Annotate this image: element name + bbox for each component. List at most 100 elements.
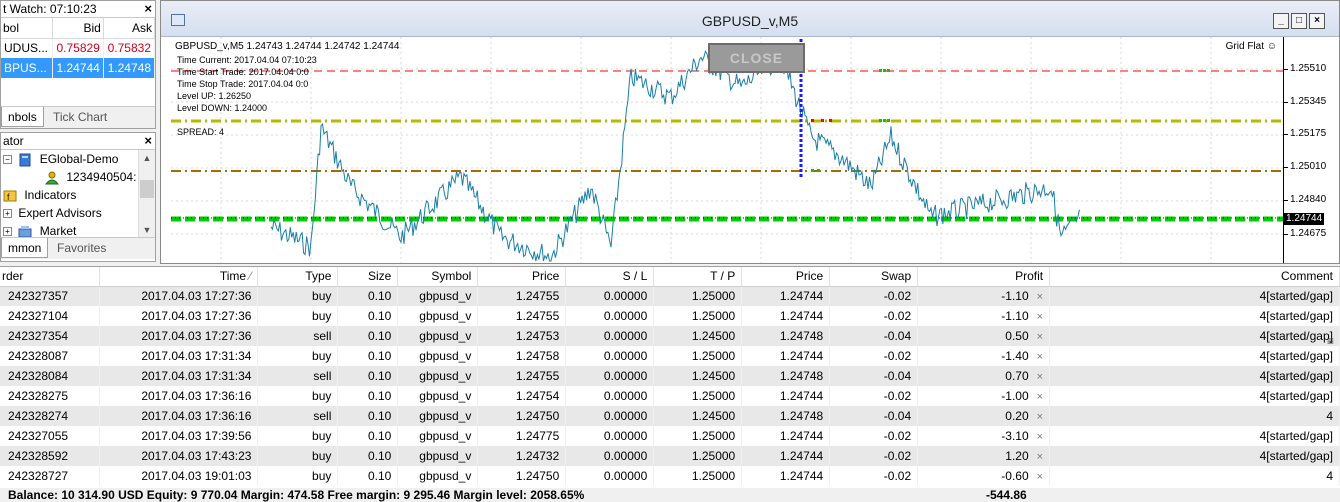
chart-titlebar[interactable]: GBPUSD_v,M5 _ □ ×: [161, 1, 1339, 37]
market-watch-tabs: nbols Tick Chart: [1, 106, 155, 128]
menu-icon[interactable]: ≡: [1326, 334, 1334, 348]
trade-arrow: [887, 119, 890, 122]
column-header-time[interactable]: Time ⁄: [99, 267, 259, 287]
tree-item-market[interactable]: + Market: [3, 222, 76, 240]
swap-cell: -0.02: [829, 426, 919, 446]
price-cell: 1.24775: [477, 426, 567, 446]
tree-item-expert-advisors[interactable]: + Expert Advisors: [3, 204, 102, 222]
expand-icon[interactable]: +: [3, 227, 12, 237]
column-header-current-price[interactable]: Price: [741, 267, 831, 287]
tree-item-server[interactable]: − EGlobal-Demo: [3, 150, 118, 168]
profit-value: -1.10: [1001, 309, 1029, 323]
market-watch-row[interactable]: UDUS... 0.75829 0.75832: [1, 38, 156, 58]
navigator-scrollbar[interactable]: ▲ ▼: [138, 150, 155, 238]
column-header-size[interactable]: Size: [337, 267, 399, 287]
table-row[interactable]: 242328592 2017.04.03 17:43:23 buy 0.10 gbpus…: [0, 446, 1340, 466]
close-icon[interactable]: ×: [144, 1, 152, 16]
price-cell: 1.24753: [477, 326, 567, 346]
chart-window: GBPUSD_v,M5 _ □ × GBPUSD_v,M5 1.24743 1.…: [160, 0, 1340, 264]
current-price-cell: 1.24744: [741, 386, 831, 406]
collapse-icon[interactable]: −: [3, 155, 12, 165]
ask-cell: 1.24748: [103, 58, 156, 78]
scroll-up-icon[interactable]: ▲: [142, 153, 152, 163]
price-label: 1.25175: [1290, 128, 1327, 139]
current-price-cell: 1.24744: [741, 286, 831, 306]
type-cell: buy: [257, 426, 339, 446]
order-cell: 242328274: [0, 406, 101, 426]
table-row[interactable]: 242327357 2017.04.03 17:27:36 buy 0.10 gbpus…: [0, 286, 1340, 306]
size-cell: 0.10: [337, 366, 399, 386]
price-chart-canvas[interactable]: [171, 37, 1283, 263]
close-order-icon[interactable]: ×: [1036, 411, 1044, 423]
tab-common[interactable]: mmon: [1, 238, 49, 258]
order-cell: 242327354: [0, 326, 101, 346]
expand-icon[interactable]: +: [3, 209, 12, 219]
trade-arrow: [817, 169, 820, 172]
trade-arrow: [879, 69, 882, 72]
grid-flat-text: Grid Flat: [1225, 41, 1264, 52]
close-order-icon[interactable]: ×: [1036, 451, 1044, 463]
column-header-tp[interactable]: T / P: [653, 267, 743, 287]
maximize-icon[interactable]: □: [1291, 13, 1307, 29]
type-cell: buy: [257, 306, 339, 326]
close-icon[interactable]: ×: [1309, 13, 1325, 29]
scroll-thumb[interactable]: [140, 180, 154, 198]
close-order-icon[interactable]: ×: [1036, 351, 1044, 363]
tree-item-account[interactable]: 1234940504: a: [45, 168, 146, 186]
column-header-symbol[interactable]: Symbol: [397, 267, 479, 287]
close-order-icon[interactable]: ×: [1036, 431, 1044, 443]
column-header-comment[interactable]: Comment: [1049, 267, 1340, 287]
price-cell: 1.24750: [477, 406, 567, 426]
order-cell: 242328727: [0, 466, 101, 486]
tab-favorites[interactable]: Favorites: [57, 241, 107, 255]
tab-tick-chart[interactable]: Tick Chart: [53, 110, 108, 124]
profit-value: -1.10: [1001, 289, 1029, 304]
current-price-cell: 1.24748: [741, 366, 831, 386]
table-row[interactable]: 242328274 2017.04.03 17:36:16 sell 0.10 gbpu…: [0, 406, 1340, 426]
trade-arrow: [883, 69, 886, 72]
column-header-swap[interactable]: Swap: [829, 267, 919, 287]
close-order-icon[interactable]: ×: [1036, 291, 1044, 304]
column-header-sl[interactable]: S / L: [565, 267, 655, 287]
tab-symbols[interactable]: nbols: [1, 107, 44, 127]
sl-cell: 0.00000: [565, 446, 655, 466]
column-header-order[interactable]: rder: [0, 267, 101, 287]
column-header-symbol[interactable]: bol: [1, 18, 53, 39]
close-order-icon[interactable]: ×: [1036, 311, 1044, 323]
close-order-icon[interactable]: ×: [1036, 471, 1044, 483]
profit-cell: -1.00 ×: [917, 386, 1051, 406]
price-cell: 1.24750: [477, 466, 567, 486]
column-header-bid[interactable]: Bid: [52, 18, 104, 39]
close-order-icon[interactable]: ×: [1036, 391, 1044, 403]
close-all-button[interactable]: CLOSE: [708, 43, 805, 73]
close-order-icon[interactable]: ×: [1036, 371, 1044, 383]
sl-cell: 0.00000: [565, 386, 655, 406]
market-watch-row-selected[interactable]: BPUS... 1.24744 1.24748: [1, 58, 156, 78]
info-level-down: Level DOWN: 1.24000: [177, 103, 268, 113]
scroll-down-icon[interactable]: ▼: [142, 225, 152, 235]
table-row[interactable]: 242328275 2017.04.03 17:36:16 buy 0.10 gbpus…: [0, 386, 1340, 406]
profit-cell: 1.20 ×: [917, 446, 1051, 466]
column-header-type[interactable]: Type: [257, 267, 339, 287]
size-cell: 0.10: [337, 446, 399, 466]
minimize-icon[interactable]: _: [1273, 13, 1289, 29]
table-row[interactable]: 242327354 2017.04.03 17:27:36 sell 0.10 gbpu…: [0, 326, 1340, 346]
table-row[interactable]: 242328087 2017.04.03 17:31:34 buy 0.10 gbpus…: [0, 346, 1340, 366]
tp-cell: 1.25000: [653, 386, 743, 406]
table-row[interactable]: 242328084 2017.04.03 17:31:34 sell 0.10 gbpu…: [0, 366, 1340, 386]
time-cell: 2017.04.03 17:27:36: [99, 326, 259, 346]
symbol-cell: UDUS...: [1, 38, 53, 58]
table-row[interactable]: 242328727 2017.04.03 19:01:03 buy 0.10 gbpus…: [0, 466, 1340, 486]
table-row[interactable]: 242327104 2017.04.03 17:27:36 buy 0.10 gbpus…: [0, 306, 1340, 326]
column-header-ask[interactable]: Ask: [103, 18, 156, 39]
table-row[interactable]: 242327055 2017.04.03 17:39:56 buy 0.10 gbpus…: [0, 426, 1340, 446]
tree-item-label: Indicators: [24, 188, 77, 202]
price-chart[interactable]: GBPUSD_v,M5 1.24743 1.24744 1.24742 1.24…: [171, 37, 1283, 263]
price-axis[interactable]: 1.25510 1.25345 1.25175 1.25010 1.24840 …: [1283, 37, 1339, 263]
type-cell: buy: [257, 386, 339, 406]
column-header-price[interactable]: Price: [477, 267, 567, 287]
close-icon[interactable]: ×: [144, 133, 152, 148]
column-header-profit[interactable]: Profit: [917, 267, 1051, 287]
tree-item-indicators[interactable]: f Indicators: [3, 186, 76, 204]
close-order-icon[interactable]: ×: [1036, 331, 1044, 343]
